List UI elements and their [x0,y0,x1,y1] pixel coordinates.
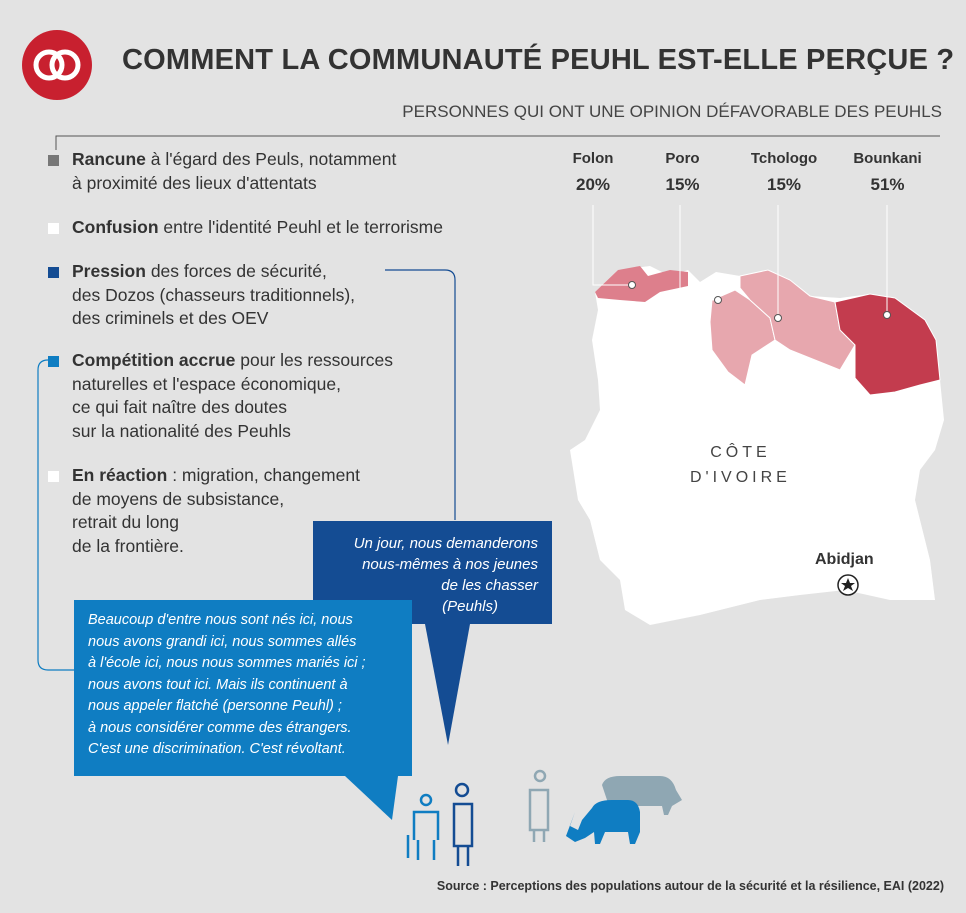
bullet-text: des forces de sécurité, [150,261,327,281]
bullet-line: à proximité des lieux d'attentats [72,172,317,193]
region-percentage: 15% [766,175,802,194]
bullet-text: : migration, changement [172,465,360,485]
person-icon [528,769,550,842]
region-name: Folon [572,150,614,167]
bullet-rancune: Rancune à l'égard des Peuls, notamment à… [48,148,396,195]
country-label: CÔTE D'IVOIRE [690,440,791,490]
quote-line: nous avons grandi ici, nous sommes allés [88,633,357,650]
region-bounkani [834,293,941,396]
region-poro [709,289,776,386]
quote-line: C'est une discrimination. C'est révoltan… [88,741,346,757]
bullet-text: pour les ressources [240,350,393,370]
bullet-line: sur la nationalité des Peuhls [72,420,291,441]
quote2-tail [345,776,398,820]
bullet-square-icon [48,356,59,367]
quote-bubble-light: Beaucoup d'entre nous sont nés ici, nous… [74,600,412,776]
quote1-tail [425,624,470,745]
bullet-reaction: En réaction : migration, changement de m… [48,464,360,558]
bullet-line: des criminels et des OEV [72,308,269,328]
poro-leader-line [679,205,718,301]
folon-leader-line [592,205,632,286]
quote-line: à l'école ici, nous nous sommes mariés i… [88,655,366,671]
star-icon [837,574,859,596]
country-label-line: CÔTE [710,444,771,461]
person-icon [406,793,440,860]
bullet-competition: Compétition accrue pour les ressources n… [48,349,393,443]
bullet-line: retrait du long [72,512,180,532]
region-label-bounkani: Bounkani 51% [845,150,930,195]
quote-line: de les chasser [441,577,538,594]
logo [22,30,92,100]
bullet-line: de la frontière. [72,535,184,556]
bullet-line: des Dozos (chasseurs traditionnels), [72,284,356,305]
quote-line: nous appeler flatché (personne Peuhl) ; [88,698,342,714]
bullet-line: ce qui fait naître des doutes [72,397,287,417]
bullet-text: à l'égard des Peuls, notamment [150,149,397,169]
country-outline [570,266,944,625]
folon-marker [628,281,636,289]
header-bracket-line [55,135,940,150]
logo-rings-icon [33,49,81,81]
quote-line: Un jour, nous demanderons [353,535,538,552]
region-tchologo [739,269,856,371]
quote-line: à nous considérer comme des étrangers. [88,719,352,736]
region-name: Bounkani [853,150,922,167]
quote-line: nous-mêmes à nos jeunes [362,556,538,573]
bullet-square-icon [48,223,59,234]
bullet-bold: Rancune [72,149,146,169]
region-label-poro: Poro 15% [655,150,710,195]
bullet-confusion: Confusion entre l'identité Peuhl et le t… [48,216,443,240]
poro-marker [714,296,722,304]
source-note: Source : Perceptions des populations aut… [436,879,944,893]
region-name: Poro [665,150,700,167]
bullet-square-icon [48,155,59,166]
region-folon [595,266,688,302]
bullet-bold: En réaction [72,465,168,485]
tchologo-marker [774,314,782,322]
quote-line: Beaucoup d'entre nous sont nés ici, nous [88,612,353,628]
city-label: Abidjan [815,551,874,568]
quote-line: (Peuhls) [442,598,498,615]
region-label-folon: Folon 20% [563,150,623,195]
bullet-bold: Pression [72,261,146,281]
bullet-line: naturelles et l'espace économique, [72,373,341,394]
person-icon [452,782,474,866]
bullet-pression: Pression des forces de sécurité, des Doz… [48,260,355,331]
region-label-tchologo: Tchologo 15% [744,150,824,195]
pression-connector-line [385,269,456,520]
quote-line: nous avons tout ici. Mais ils continuent… [88,676,348,693]
page-title: COMMENT LA COMMUNAUTÉ PEUHL EST-ELLE PER… [122,44,955,76]
region-name: Tchologo [750,150,818,167]
region-percentage: 20% [575,175,611,194]
bullet-square-icon [48,267,59,278]
region-percentage: 51% [870,175,905,194]
bullet-text: entre l'identité Peuhl et le terrorisme [163,217,443,237]
page-subtitle: PERSONNES QUI ONT UNE OPINION DÉFAVORABL… [402,102,942,121]
region-percentage: 15% [665,175,700,194]
bullet-bold: Compétition accrue [72,350,236,370]
country-label-line: D'IVOIRE [690,469,791,486]
bullet-line: de moyens de subsistance, [72,488,285,509]
bullet-bold: Confusion [72,217,159,237]
bullet-square-icon [48,471,59,482]
bounkani-marker [883,311,891,319]
cow-icon [566,800,640,844]
competition-connector-line [37,359,74,671]
